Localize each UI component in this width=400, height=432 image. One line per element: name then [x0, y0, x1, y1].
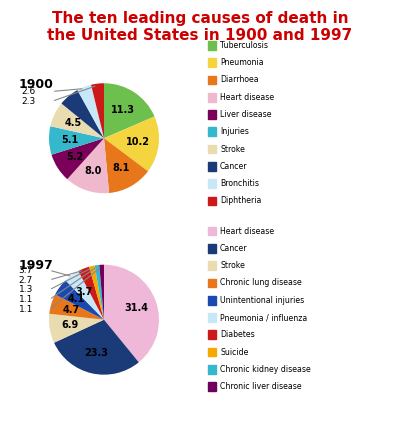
Wedge shape [52, 138, 104, 179]
Text: Stroke: Stroke [220, 261, 245, 270]
Text: Cancer: Cancer [220, 162, 248, 171]
Wedge shape [78, 85, 104, 138]
Wedge shape [49, 126, 104, 155]
Text: 1.1: 1.1 [19, 305, 33, 314]
Wedge shape [49, 295, 104, 320]
Wedge shape [104, 117, 159, 171]
Text: 3.7: 3.7 [19, 266, 33, 275]
Text: Diphtheria: Diphtheria [220, 197, 261, 205]
Text: Suicide: Suicide [220, 348, 248, 356]
Wedge shape [94, 265, 104, 320]
Text: 31.4: 31.4 [124, 303, 148, 313]
Text: Liver disease: Liver disease [220, 110, 272, 119]
Text: 3.7: 3.7 [75, 287, 92, 297]
Wedge shape [91, 83, 104, 138]
Text: Pneumonia / influenza: Pneumonia / influenza [220, 313, 307, 322]
Wedge shape [99, 265, 104, 320]
Wedge shape [104, 265, 159, 362]
Text: Chronic kidney disease: Chronic kidney disease [220, 365, 311, 374]
Text: The ten leading causes of death in
the United States in 1900 and 1997: The ten leading causes of death in the U… [47, 11, 353, 43]
Text: Heart disease: Heart disease [220, 93, 274, 102]
Text: 5.2: 5.2 [67, 152, 84, 162]
Text: 5.1: 5.1 [61, 135, 78, 145]
Text: 1997: 1997 [19, 259, 54, 272]
Text: 2.6: 2.6 [22, 87, 36, 96]
Wedge shape [54, 320, 139, 375]
Text: Injuries: Injuries [220, 127, 249, 136]
Text: 11.3: 11.3 [111, 105, 135, 115]
Text: Unintentional injuries: Unintentional injuries [220, 296, 304, 305]
Wedge shape [66, 271, 104, 320]
Text: 4.7: 4.7 [63, 305, 80, 315]
Wedge shape [104, 138, 148, 193]
Text: 8.0: 8.0 [85, 165, 102, 176]
Text: Stroke: Stroke [220, 145, 245, 153]
Text: 1900: 1900 [19, 78, 54, 91]
Text: 2.3: 2.3 [22, 97, 36, 106]
Text: 6.9: 6.9 [62, 320, 79, 330]
Text: 4.5: 4.5 [65, 118, 82, 128]
Text: 1.1: 1.1 [19, 295, 33, 305]
Text: Diarrhoea: Diarrhoea [220, 76, 259, 84]
Text: Cancer: Cancer [220, 244, 248, 253]
Text: Chronic lung disease: Chronic lung disease [220, 279, 302, 287]
Text: Tuberculosis: Tuberculosis [220, 41, 268, 50]
Text: Bronchitis: Bronchitis [220, 179, 259, 188]
Wedge shape [50, 103, 104, 138]
Text: Heart disease: Heart disease [220, 227, 274, 235]
Text: 1.3: 1.3 [19, 286, 33, 295]
Wedge shape [55, 280, 104, 320]
Wedge shape [89, 266, 104, 320]
Text: Diabetes: Diabetes [220, 330, 255, 339]
Wedge shape [62, 90, 104, 138]
Text: 8.1: 8.1 [112, 163, 129, 173]
Wedge shape [49, 314, 104, 343]
Text: 4.1: 4.1 [68, 295, 85, 305]
Text: Pneumonia: Pneumonia [220, 58, 264, 67]
Text: Chronic liver disease: Chronic liver disease [220, 382, 302, 391]
Wedge shape [67, 138, 109, 193]
Text: 23.3: 23.3 [84, 348, 108, 358]
Wedge shape [104, 83, 154, 138]
Text: 2.7: 2.7 [19, 276, 33, 285]
Wedge shape [78, 267, 104, 320]
Text: 10.2: 10.2 [126, 137, 150, 147]
